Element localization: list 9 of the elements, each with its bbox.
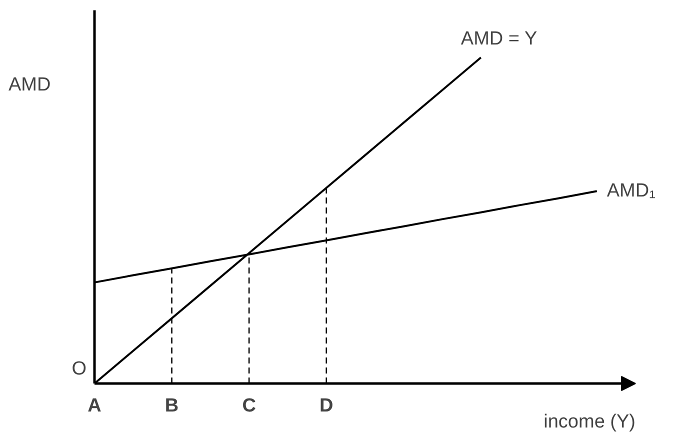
series-label: AMD = Y [460,28,538,50]
x-tick-label: B [164,396,179,416]
y-axis-title: AMD [8,74,51,96]
x-axis-title: income (Y) [544,412,636,432]
series-label: AMD₁ [606,180,656,202]
x-tick-label: A [88,396,102,416]
x-tick-label: C [242,396,256,416]
x-tick-label: D [319,396,334,416]
text: O [72,358,86,380]
